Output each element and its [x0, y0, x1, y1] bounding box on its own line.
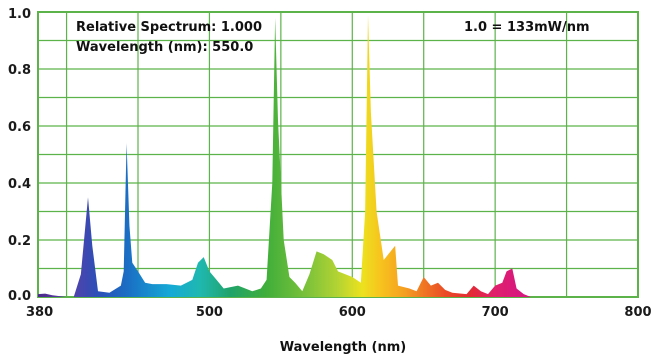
x-axis-ticks: 380 500 600 700 800 — [26, 305, 652, 320]
grid-lines — [38, 12, 638, 297]
y-tick-label: 0.6 — [8, 120, 31, 135]
x-tick-label: 600 — [339, 305, 366, 320]
wavelength-annotation: Wavelength (nm): 550.0 — [76, 40, 253, 55]
x-tick-label: 380 — [26, 305, 53, 320]
y-tick-label: 0.4 — [8, 177, 31, 192]
y-tick-label: 1.0 — [8, 7, 31, 22]
x-tick-label: 500 — [196, 305, 223, 320]
relative-spectrum-annotation: Relative Spectrum: 1.000 — [76, 20, 262, 35]
scale-annotation: 1.0 = 133mW/nm — [464, 20, 590, 35]
y-tick-label: 0.0 — [8, 289, 31, 304]
x-tick-label: 800 — [624, 305, 651, 320]
y-axis-ticks: 0.0 0.2 0.4 0.6 0.8 1.0 — [8, 7, 31, 304]
x-axis-label: Wavelength (nm) — [280, 340, 406, 355]
x-tick-label: 700 — [482, 305, 509, 320]
y-tick-label: 0.8 — [8, 63, 31, 78]
y-tick-label: 0.2 — [8, 234, 31, 249]
